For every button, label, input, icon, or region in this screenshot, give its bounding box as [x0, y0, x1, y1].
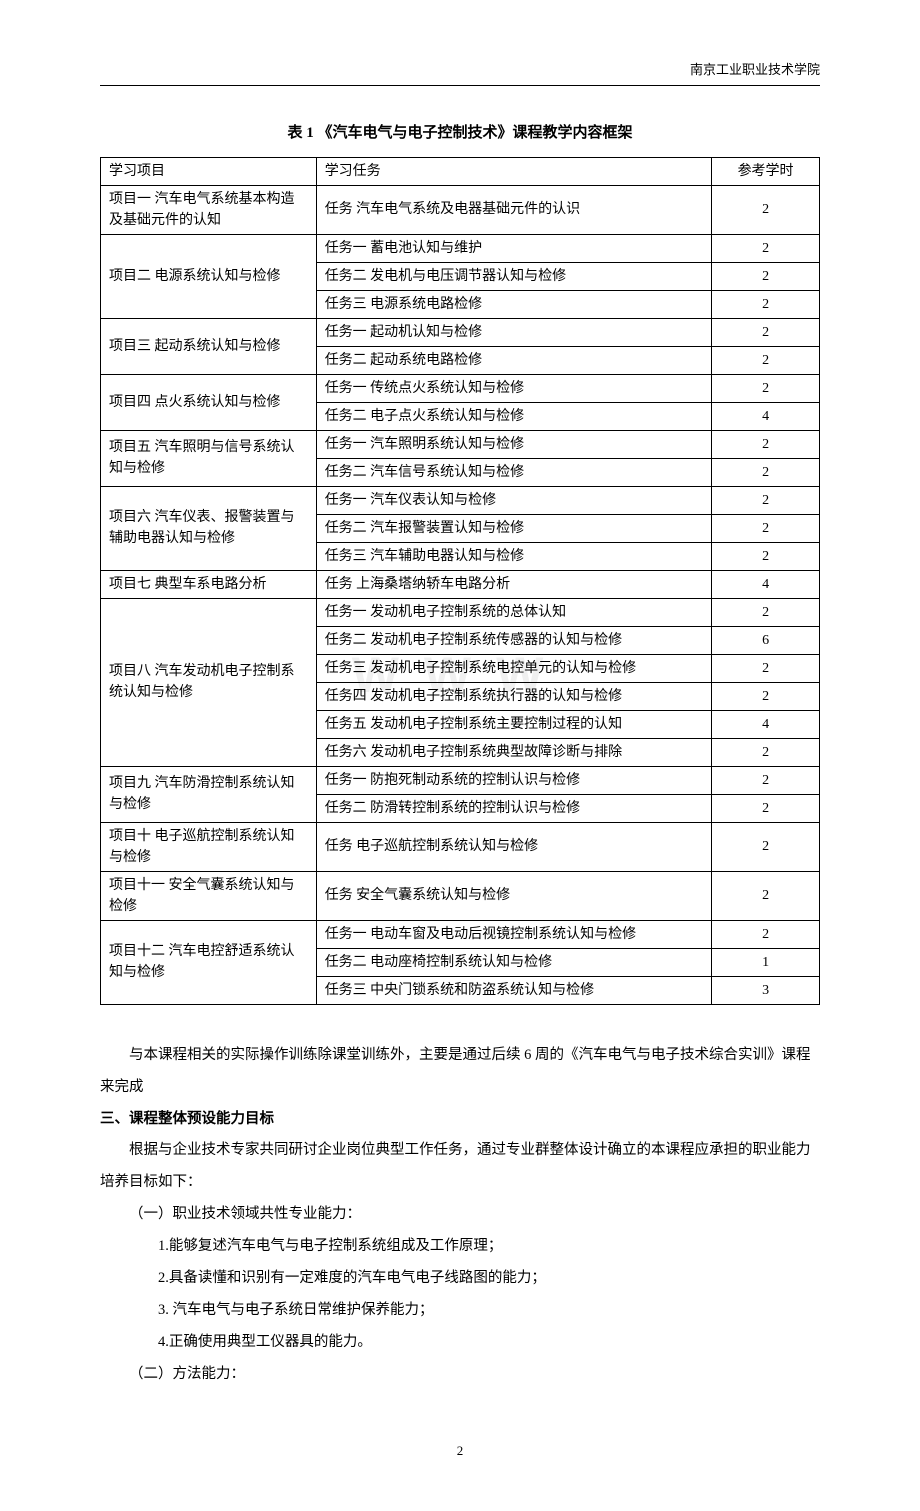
- table-row: 项目二 电源系统认知与检修任务一 蓄电池认知与维护2: [101, 234, 820, 262]
- body-text: 与本课程相关的实际操作训练除课堂训练外，主要是通过后续 6 周的《汽车电气与电子…: [100, 1040, 820, 1391]
- table-title: 表 1 《汽车电气与电子控制技术》课程教学内容框架: [100, 121, 820, 145]
- task-cell: 任务一 电动车窗及电动后视镜控制系统认知与检修: [316, 920, 711, 948]
- table-row: 项目三 起动系统认知与检修任务一 起动机认知与检修2: [101, 318, 820, 346]
- hours-cell: 3: [712, 976, 820, 1004]
- table-header-row: 学习项目 学习任务 参考学时: [101, 157, 820, 185]
- paragraph-1: 与本课程相关的实际操作训练除课堂训练外，主要是通过后续 6 周的《汽车电气与电子…: [100, 1040, 820, 1104]
- project-cell: 项目二 电源系统认知与检修: [101, 234, 317, 318]
- hours-cell: 2: [712, 374, 820, 402]
- task-cell: 任务二 防滑转控制系统的控制认识与检修: [316, 794, 711, 822]
- hours-cell: 2: [712, 871, 820, 920]
- table-row: 项目十二 汽车电控舒适系统认知与检修任务一 电动车窗及电动后视镜控制系统认知与检…: [101, 920, 820, 948]
- hours-cell: 2: [712, 346, 820, 374]
- table-row: 项目八 汽车发动机电子控制系统认知与检修任务一 发动机电子控制系统的总体认知2: [101, 598, 820, 626]
- task-cell: 任务一 汽车照明系统认知与检修: [316, 430, 711, 458]
- hours-cell: 2: [712, 738, 820, 766]
- project-cell: 项目十一 安全气囊系统认知与检修: [101, 871, 317, 920]
- table-row: 项目一 汽车电气系统基本构造及基础元件的认知任务 汽车电气系统及电器基础元件的认…: [101, 185, 820, 234]
- table-row: 项目十一 安全气囊系统认知与检修任务 安全气囊系统认知与检修2: [101, 871, 820, 920]
- task-cell: 任务二 发电机与电压调节器认知与检修: [316, 262, 711, 290]
- task-cell: 任务 电子巡航控制系统认知与检修: [316, 822, 711, 871]
- hours-cell: 2: [712, 430, 820, 458]
- table-row: 项目九 汽车防滑控制系统认知与检修任务一 防抱死制动系统的控制认识与检修2: [101, 766, 820, 794]
- hours-cell: 4: [712, 402, 820, 430]
- task-cell: 任务二 起动系统电路检修: [316, 346, 711, 374]
- project-cell: 项目十 电子巡航控制系统认知与检修: [101, 822, 317, 871]
- table-row: 项目五 汽车照明与信号系统认知与检修任务一 汽车照明系统认知与检修2: [101, 430, 820, 458]
- sec1-item: 3. 汽车电气与电子系统日常维护保养能力；: [100, 1295, 820, 1327]
- task-cell: 任务二 电动座椅控制系统认知与检修: [316, 948, 711, 976]
- hours-cell: 4: [712, 570, 820, 598]
- col-header-hours: 参考学时: [712, 157, 820, 185]
- task-cell: 任务二 电子点火系统认知与检修: [316, 402, 711, 430]
- table-row: 项目六 汽车仪表、报警装置与辅助电器认知与检修任务一 汽车仪表认知与检修2: [101, 486, 820, 514]
- sec1-item: 4.正确使用典型工仪器具的能力。: [100, 1327, 820, 1359]
- task-cell: 任务二 汽车报警装置认知与检修: [316, 514, 711, 542]
- hours-cell: 2: [712, 234, 820, 262]
- col-header-task: 学习任务: [316, 157, 711, 185]
- project-cell: 项目五 汽车照明与信号系统认知与检修: [101, 430, 317, 486]
- hours-cell: 2: [712, 542, 820, 570]
- task-cell: 任务一 蓄电池认知与维护: [316, 234, 711, 262]
- task-cell: 任务 上海桑塔纳轿车电路分析: [316, 570, 711, 598]
- hours-cell: 2: [712, 262, 820, 290]
- project-cell: 项目三 起动系统认知与检修: [101, 318, 317, 374]
- hours-cell: 4: [712, 710, 820, 738]
- framework-table: 学习项目 学习任务 参考学时 项目一 汽车电气系统基本构造及基础元件的认知任务 …: [100, 157, 820, 1005]
- task-cell: 任务六 发动机电子控制系统典型故障诊断与排除: [316, 738, 711, 766]
- project-cell: 项目七 典型车系电路分析: [101, 570, 317, 598]
- task-cell: 任务一 防抱死制动系统的控制认识与检修: [316, 766, 711, 794]
- task-cell: 任务一 汽车仪表认知与检修: [316, 486, 711, 514]
- task-cell: 任务三 中央门锁系统和防盗系统认知与检修: [316, 976, 711, 1004]
- hours-cell: 2: [712, 185, 820, 234]
- task-cell: 任务三 汽车辅助电器认知与检修: [316, 542, 711, 570]
- task-cell: 任务三 电源系统电路检修: [316, 290, 711, 318]
- page-header: 南京工业职业技术学院: [100, 60, 820, 86]
- task-cell: 任务 安全气囊系统认知与检修: [316, 871, 711, 920]
- task-cell: 任务五 发动机电子控制系统主要控制过程的认知: [316, 710, 711, 738]
- hours-cell: 2: [712, 514, 820, 542]
- page-number: 2: [100, 1441, 820, 1462]
- task-cell: 任务四 发动机电子控制系统执行器的认知与检修: [316, 682, 711, 710]
- hours-cell: 2: [712, 682, 820, 710]
- paragraph-2: 根据与企业技术专家共同研讨企业岗位典型工作任务，通过专业群整体设计确立的本课程应…: [100, 1135, 820, 1199]
- project-cell: 项目八 汽车发动机电子控制系统认知与检修: [101, 598, 317, 766]
- task-cell: 任务一 起动机认知与检修: [316, 318, 711, 346]
- col-header-project: 学习项目: [101, 157, 317, 185]
- project-cell: 项目九 汽车防滑控制系统认知与检修: [101, 766, 317, 822]
- hours-cell: 2: [712, 920, 820, 948]
- hours-cell: 2: [712, 654, 820, 682]
- project-cell: 项目一 汽车电气系统基本构造及基础元件的认知: [101, 185, 317, 234]
- task-cell: 任务一 发动机电子控制系统的总体认知: [316, 598, 711, 626]
- sec2-title: （二）方法能力：: [100, 1359, 820, 1391]
- hours-cell: 2: [712, 766, 820, 794]
- task-cell: 任务 汽车电气系统及电器基础元件的认识: [316, 185, 711, 234]
- hours-cell: 2: [712, 290, 820, 318]
- project-cell: 项目六 汽车仪表、报警装置与辅助电器认知与检修: [101, 486, 317, 570]
- sec1-title: （一）职业技术领域共性专业能力：: [100, 1199, 820, 1231]
- task-cell: 任务三 发动机电子控制系统电控单元的认知与检修: [316, 654, 711, 682]
- hours-cell: 1: [712, 948, 820, 976]
- section-heading: 三、课程整体预设能力目标: [100, 1104, 820, 1136]
- task-cell: 任务二 汽车信号系统认知与检修: [316, 458, 711, 486]
- hours-cell: 2: [712, 822, 820, 871]
- hours-cell: 2: [712, 318, 820, 346]
- hours-cell: 2: [712, 458, 820, 486]
- task-cell: 任务二 发动机电子控制系统传感器的认知与检修: [316, 626, 711, 654]
- hours-cell: 2: [712, 598, 820, 626]
- table-row: 项目四 点火系统认知与检修任务一 传统点火系统认知与检修2: [101, 374, 820, 402]
- hours-cell: 2: [712, 794, 820, 822]
- table-row: 项目七 典型车系电路分析任务 上海桑塔纳轿车电路分析4: [101, 570, 820, 598]
- project-cell: 项目四 点火系统认知与检修: [101, 374, 317, 430]
- sec1-item: 2.具备读懂和识别有一定难度的汽车电气电子线路图的能力；: [100, 1263, 820, 1295]
- hours-cell: 6: [712, 626, 820, 654]
- table-row: 项目十 电子巡航控制系统认知与检修任务 电子巡航控制系统认知与检修2: [101, 822, 820, 871]
- project-cell: 项目十二 汽车电控舒适系统认知与检修: [101, 920, 317, 1004]
- hours-cell: 2: [712, 486, 820, 514]
- sec1-item: 1.能够复述汽车电气与电子控制系统组成及工作原理；: [100, 1231, 820, 1263]
- task-cell: 任务一 传统点火系统认知与检修: [316, 374, 711, 402]
